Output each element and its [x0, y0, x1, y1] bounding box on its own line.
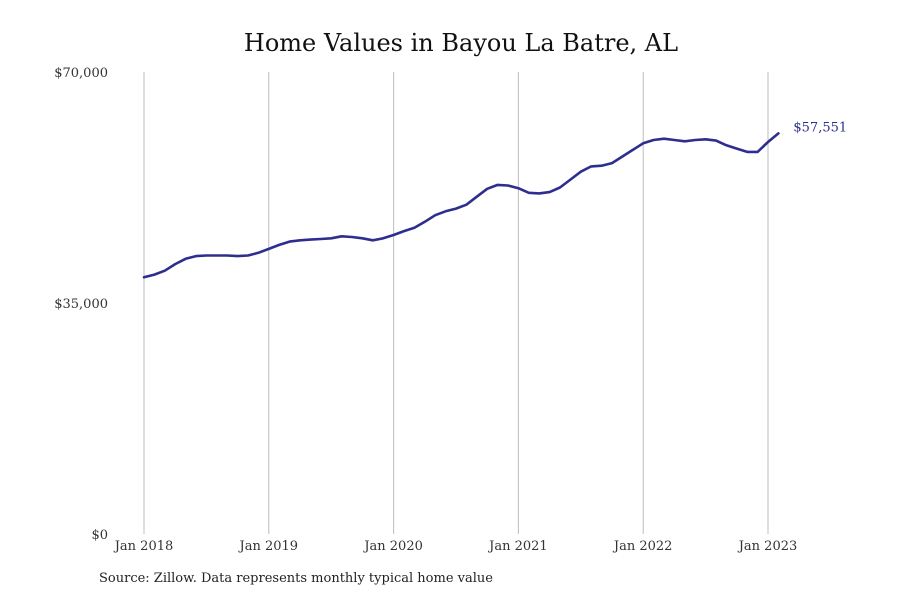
x-tick-label: Jan 2019 [238, 539, 299, 554]
y-axis-ticks: $0 $35,000 $70,000 [54, 66, 108, 543]
source-note: Source: Zillow. Data represents monthly … [99, 571, 493, 586]
series-group [142, 132, 780, 279]
x-axis-ticks: Jan 2018 Jan 2019 Jan 2020 Jan 2021 Jan 2022… [113, 539, 798, 554]
y-tick-label: $70,000 [54, 66, 108, 81]
grid-lines [143, 72, 769, 534]
x-tick-label: Jan 2020 [362, 539, 423, 554]
x-tick-label: Jan 2018 [113, 539, 174, 554]
x-tick-label: Jan 2022 [612, 539, 673, 554]
x-tick-label: Jan 2021 [487, 539, 548, 554]
x-tick-label: Jan 2023 [737, 539, 798, 554]
series-line [142, 132, 780, 279]
y-tick-label: $35,000 [54, 297, 108, 312]
chart-title: Home Values in Bayou La Batre, AL [244, 29, 678, 57]
y-tick-label: $0 [91, 528, 108, 543]
end-value-label: $57,551 [793, 120, 847, 135]
